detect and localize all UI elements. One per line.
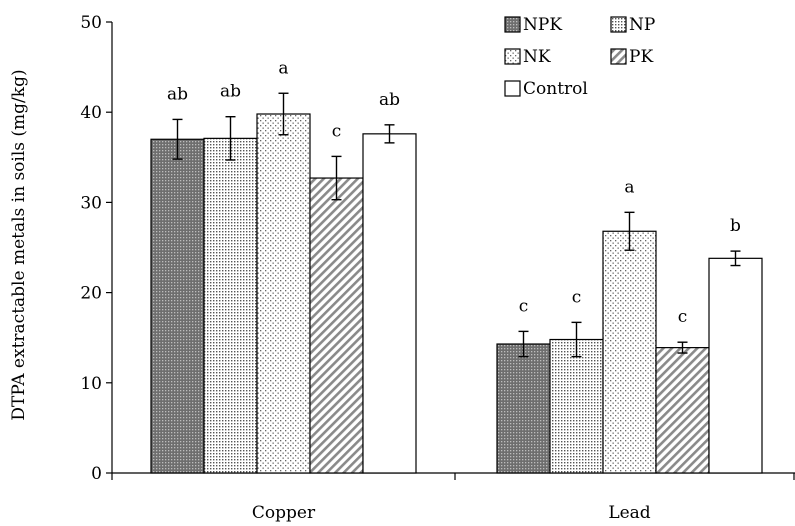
y-tick-label: 30: [80, 193, 102, 213]
significance-letter: ab: [379, 90, 400, 110]
bar-np-lead: [549, 338, 604, 474]
significance-letters: ab ab a c ab c c a c b: [167, 58, 741, 327]
significance-letter: a: [278, 58, 288, 78]
error-bar: [278, 92, 289, 136]
legend-item-np: NP: [610, 15, 655, 35]
error-bar: [384, 124, 395, 144]
x-tick-label: Lead: [608, 503, 650, 523]
error-bar: [225, 116, 236, 161]
plot-area: 0 10 20 30 40 50 Copper Lead ab ab a c ab c c a c b: [80, 13, 795, 523]
y-tick-label: 10: [80, 374, 102, 394]
legend-swatch: [610, 48, 627, 65]
significance-letter: b: [730, 216, 741, 236]
significance-letter: ab: [220, 82, 241, 102]
significance-letter: c: [519, 296, 529, 316]
bar-control-copper: [362, 133, 417, 474]
error-bar: [518, 330, 529, 358]
bars: [150, 113, 763, 474]
y-axis: 0 10 20 30 40 50: [80, 13, 113, 484]
legend-item-npk: NPK: [504, 15, 562, 35]
significance-letter: c: [572, 287, 582, 307]
bar-npk-copper: [150, 138, 205, 474]
legend-swatch: [504, 80, 521, 97]
y-tick-label: 40: [80, 103, 102, 123]
legend-swatch: [610, 16, 627, 33]
bar-npk-lead: [496, 343, 551, 474]
y-tick-label: 50: [80, 13, 102, 33]
bar-control-lead: [708, 257, 763, 474]
error-bar: [571, 321, 582, 358]
legend-swatch: [504, 16, 521, 33]
bar-np-copper: [203, 137, 258, 474]
x-tick-label: Copper: [252, 503, 316, 523]
bar-nk-lead: [602, 230, 657, 474]
y-tick-label: 20: [80, 284, 102, 304]
bar-pk-lead: [655, 347, 710, 474]
bar-pk-copper: [309, 177, 364, 474]
significance-letter: c: [332, 121, 342, 141]
significance-letter: c: [678, 307, 688, 327]
error-bar: [677, 341, 688, 354]
legend-label: Control: [523, 79, 588, 99]
significance-letter: a: [624, 177, 634, 197]
legend: NPK NP NK PK Control: [504, 15, 655, 99]
x-axis: Copper Lead: [111, 472, 795, 523]
significance-letter: ab: [167, 84, 188, 104]
error-bar: [172, 118, 183, 160]
legend-label: NK: [523, 47, 551, 67]
bar-nk-copper: [256, 113, 311, 474]
legend-item-nk: NK: [504, 47, 551, 67]
legend-item-control: Control: [504, 79, 588, 99]
error-bars: [172, 92, 741, 358]
legend-label: NPK: [523, 15, 562, 35]
legend-label: PK: [629, 47, 653, 67]
legend-swatch: [504, 48, 521, 65]
error-bar: [624, 211, 635, 251]
legend-item-pk: PK: [610, 47, 653, 67]
error-bar: [331, 155, 342, 201]
y-tick-label: 0: [91, 464, 102, 484]
error-bar: [730, 250, 741, 267]
y-axis-label: DTPA extractable metals in soils (mg/kg): [9, 69, 29, 420]
legend-label: NP: [629, 15, 655, 35]
